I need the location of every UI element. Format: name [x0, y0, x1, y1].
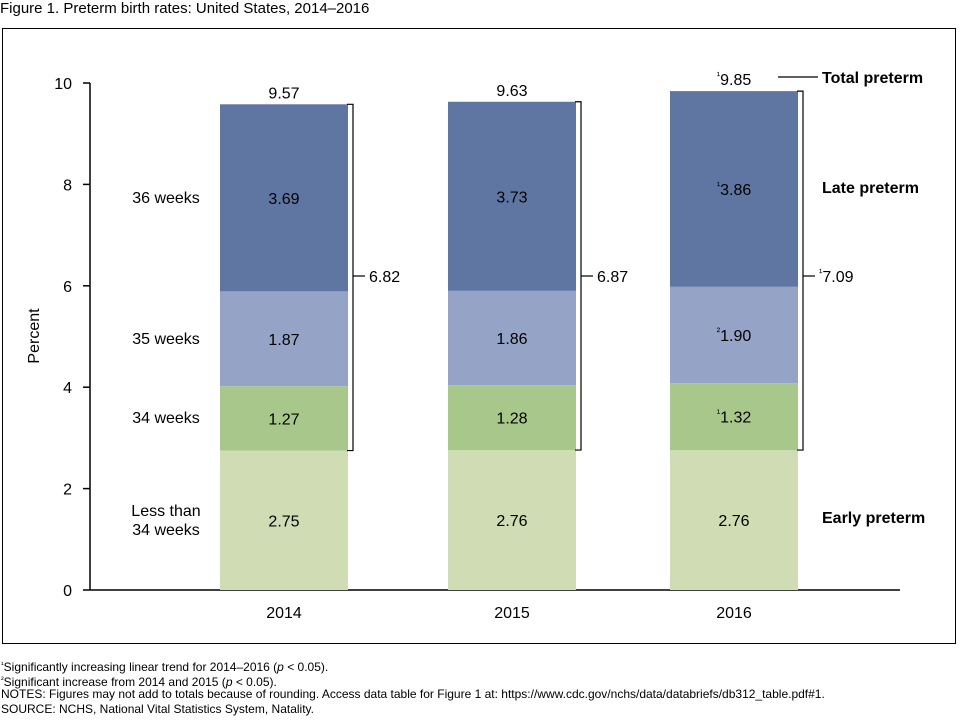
series-label: 34 weeks — [132, 410, 200, 427]
source-text: SOURCE: NCHS, National Vital Statistics … — [1, 702, 314, 716]
bar-value-label: 3.69 — [268, 191, 299, 208]
x-tick-label: 2015 — [494, 605, 530, 622]
late-preterm-total-label: 6.82 — [369, 269, 400, 286]
y-tick-label: 2 — [63, 482, 72, 499]
bar-segment — [448, 290, 576, 386]
chart-frame — [2, 28, 956, 644]
bar-value-label: ¹1.32 — [717, 409, 752, 427]
x-tick-label: 2014 — [266, 605, 302, 622]
y-tick-label: 8 — [63, 177, 72, 194]
bar-total-label: 9.63 — [496, 83, 527, 100]
late-preterm-bracket — [347, 103, 354, 452]
bar-segment — [670, 286, 798, 384]
series-label: 35 weeks — [132, 331, 200, 348]
y-tick-label: 4 — [63, 380, 72, 397]
footnote-2: ²Significant increase from 2014 and 2015… — [1, 675, 277, 689]
notes-text: NOTES: Figures may not add to totals bec… — [1, 687, 825, 701]
late-preterm-bracket — [797, 90, 804, 451]
figure-title: Figure 1. Preterm birth rates: United St… — [0, 0, 370, 17]
bar-value-label: ¹3.86 — [717, 181, 752, 199]
bar-segment — [220, 291, 348, 387]
group-label-late: Late preterm — [822, 180, 919, 197]
series-label-line-2: 34 weeks — [132, 522, 200, 539]
bar-segment — [670, 450, 798, 590]
bar-total-label: ¹9.85 — [717, 71, 752, 89]
bar-value-label: ²1.90 — [717, 327, 752, 345]
bar-value-label: 2.75 — [268, 513, 299, 530]
bar-segment — [448, 101, 576, 291]
bar-segment — [448, 450, 576, 590]
y-tick-label: 0 — [63, 583, 72, 600]
footnote-1: ¹Significantly increasing linear trend f… — [1, 660, 329, 674]
group-label-total: Total preterm — [822, 70, 923, 87]
late-preterm-total-label: ¹7.09 — [819, 268, 854, 286]
series-label: 36 weeks — [132, 190, 200, 207]
bar-value-label: 1.28 — [496, 411, 527, 428]
stacked-bar-chart: 0 2 4 6 8 10 Percent 2.75 1.27 1.87 3.69 9.57 2014 6.… — [26, 70, 925, 622]
bar-segment — [670, 91, 798, 287]
bar-value-label: 1.27 — [268, 411, 299, 428]
bar-segment — [220, 450, 348, 590]
bar-segment — [220, 386, 348, 451]
series-label-line-1: Less than — [131, 503, 200, 520]
bar-value-label: 2.76 — [496, 513, 527, 530]
x-tick-label: 2016 — [716, 605, 752, 622]
group-label-early: Early preterm — [822, 510, 925, 527]
bar-value-label: 1.86 — [496, 331, 527, 348]
y-tick-label: 6 — [63, 279, 72, 296]
bar-total-label: 9.57 — [268, 85, 299, 102]
bar-value-label: 2.76 — [718, 513, 749, 530]
bar-value-label: 1.87 — [268, 332, 299, 349]
bar-segment — [448, 385, 576, 451]
y-axis-title: Percent — [26, 308, 43, 364]
late-preterm-total-label: 6.87 — [597, 269, 628, 286]
bar-segment — [220, 104, 348, 292]
y-tick-label: 10 — [54, 76, 72, 93]
bar-segment — [670, 383, 798, 451]
bar-value-label: 3.73 — [496, 189, 527, 206]
